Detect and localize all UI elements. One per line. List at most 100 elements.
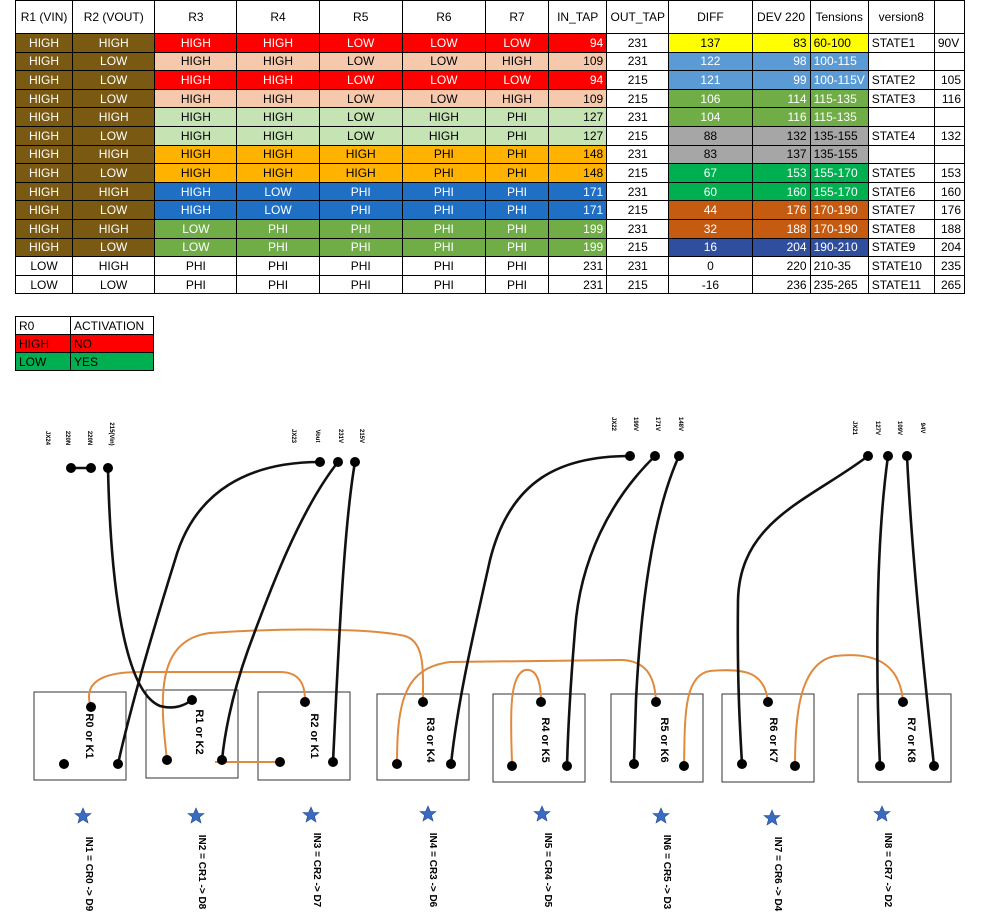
cell-relay-state: PHI <box>484 274 550 295</box>
cell-relay-state: HIGH <box>484 51 550 72</box>
cell-voltage: 90V <box>933 33 966 53</box>
cell-in-tap: 94 <box>548 70 608 90</box>
relay-pin <box>328 757 338 767</box>
relay-pin <box>875 761 885 771</box>
cell-voltage: 105 <box>933 70 966 90</box>
orange-wire <box>683 669 769 767</box>
black-wire <box>632 455 681 763</box>
cell-tensions: 135-155 <box>809 144 869 165</box>
cell-r2: HIGH <box>72 218 156 239</box>
cell-r1: HIGH <box>14 125 74 146</box>
connector-pin <box>103 463 113 473</box>
cell-relay-state: PHI <box>318 274 403 295</box>
legend-row-low: LOW YES <box>15 352 154 371</box>
black-wires <box>71 454 936 767</box>
pin-label: 220N <box>64 431 70 445</box>
star-icon <box>763 809 781 826</box>
cell-dev220: 153 <box>751 163 811 183</box>
connector-name: JX22 <box>610 417 616 432</box>
pin-label: 215V <box>358 429 364 443</box>
cell-relay-state: PHI <box>154 274 238 295</box>
cell-r1: HIGH <box>14 88 74 109</box>
connector-pin <box>650 451 660 461</box>
cell-dev220: 132 <box>751 125 811 146</box>
star-icon <box>74 807 92 824</box>
orange-wire <box>87 671 306 708</box>
table-row: LOW LOW PHI PHI PHI PHI PHI 231 215 -16 236 235-265… <box>14 274 966 295</box>
cell-out-tap: 215 <box>606 237 670 258</box>
relay-label: R0 or K1 <box>83 713 95 758</box>
cell-relay-state: PHI <box>484 181 550 202</box>
relay-pin <box>507 761 517 771</box>
cell-relay-state: PHI <box>318 200 403 220</box>
cell-relay-state: LOW <box>236 200 320 220</box>
cell-relay-state: PHI <box>484 163 550 183</box>
connector-pin <box>66 463 76 473</box>
header-extra <box>933 0 966 34</box>
cell-relay-state: LOW <box>401 33 486 53</box>
cell-relay-state: HIGH <box>154 70 238 90</box>
cell-in-tap: 199 <box>548 218 608 239</box>
cell-out-tap: 215 <box>606 200 670 220</box>
cell-relay-state: PHI <box>401 218 486 239</box>
cell-relay-state: PHI <box>484 218 550 239</box>
relay-pin <box>536 697 546 707</box>
cell-in-tap: 199 <box>548 237 608 258</box>
legend-header-r0: R0 <box>15 316 71 335</box>
connector-pin <box>333 457 343 467</box>
connector-pin <box>863 451 873 461</box>
cell-r1: HIGH <box>14 70 74 90</box>
cell-relay-state: HIGH <box>236 163 320 183</box>
cell-dev220: 116 <box>751 107 811 127</box>
cell-relay-state: LOW <box>318 88 403 109</box>
table-row: HIGH LOW HIGH HIGH LOW LOW HIGH 109 215 106 114 115… <box>14 88 966 109</box>
cell-relay-state: HIGH <box>236 107 320 127</box>
header-r4: R4 <box>236 0 320 34</box>
cell-state <box>867 144 935 165</box>
legend-header-row: R0 ACTIVATION <box>15 316 154 335</box>
cell-relay-state: PHI <box>484 125 550 146</box>
black-wire <box>876 455 890 767</box>
cell-tensions: 100-115 <box>809 51 869 72</box>
relay-label: R1 or K2 <box>193 709 205 754</box>
relay-label: R6 or K7 <box>767 717 779 762</box>
cell-r2: LOW <box>72 88 156 109</box>
cell-dev220: 114 <box>751 88 811 109</box>
cell-in-tap: 231 <box>548 256 608 276</box>
input-label: IN2 = CR1 -> D8 <box>196 835 207 910</box>
relay-pin <box>162 755 172 765</box>
connector-pins <box>66 451 912 473</box>
cell-relay-state: PHI <box>484 237 550 258</box>
cell-state: STATE7 <box>867 200 935 220</box>
cell-relay-state: PHI <box>236 237 320 258</box>
connector-labels: JX24 220N 220N 215(Vin) JX23 Vout 231V 2… <box>44 417 925 446</box>
cell-voltage: 116 <box>933 88 966 109</box>
cell-tensions: 135-155 <box>809 125 869 146</box>
cell-relay-state: PHI <box>401 200 486 220</box>
cell-relay-state: PHI <box>401 163 486 183</box>
input-label: IN4 = CR3 -> D6 <box>427 833 438 908</box>
relay-pin <box>763 697 773 707</box>
relay-label: R5 or K6 <box>658 717 670 762</box>
cell-voltage <box>933 51 966 72</box>
cell-r1: HIGH <box>14 163 74 183</box>
relay-box-6 <box>610 693 704 783</box>
connector-pin <box>625 451 635 461</box>
black-wire <box>220 461 340 761</box>
cell-voltage: 265 <box>933 274 966 295</box>
input-label: IN5 = CR4 -> D5 <box>542 833 553 908</box>
connector-pin <box>86 463 96 473</box>
cell-r1: LOW <box>14 274 74 295</box>
relay-pin <box>629 759 639 769</box>
black-wire <box>331 461 357 763</box>
connector-pin <box>315 457 325 467</box>
cell-state: STATE2 <box>867 70 935 90</box>
cell-tensions: 100-115V <box>809 70 869 90</box>
cell-relay-state: HIGH <box>154 125 238 146</box>
cell-tensions: 115-135 <box>809 107 869 127</box>
cell-relay-state: PHI <box>318 181 403 202</box>
relay-pin <box>418 697 428 707</box>
black-wire <box>736 454 869 765</box>
cell-in-tap: 127 <box>548 107 608 127</box>
cell-out-tap: 215 <box>606 163 670 183</box>
